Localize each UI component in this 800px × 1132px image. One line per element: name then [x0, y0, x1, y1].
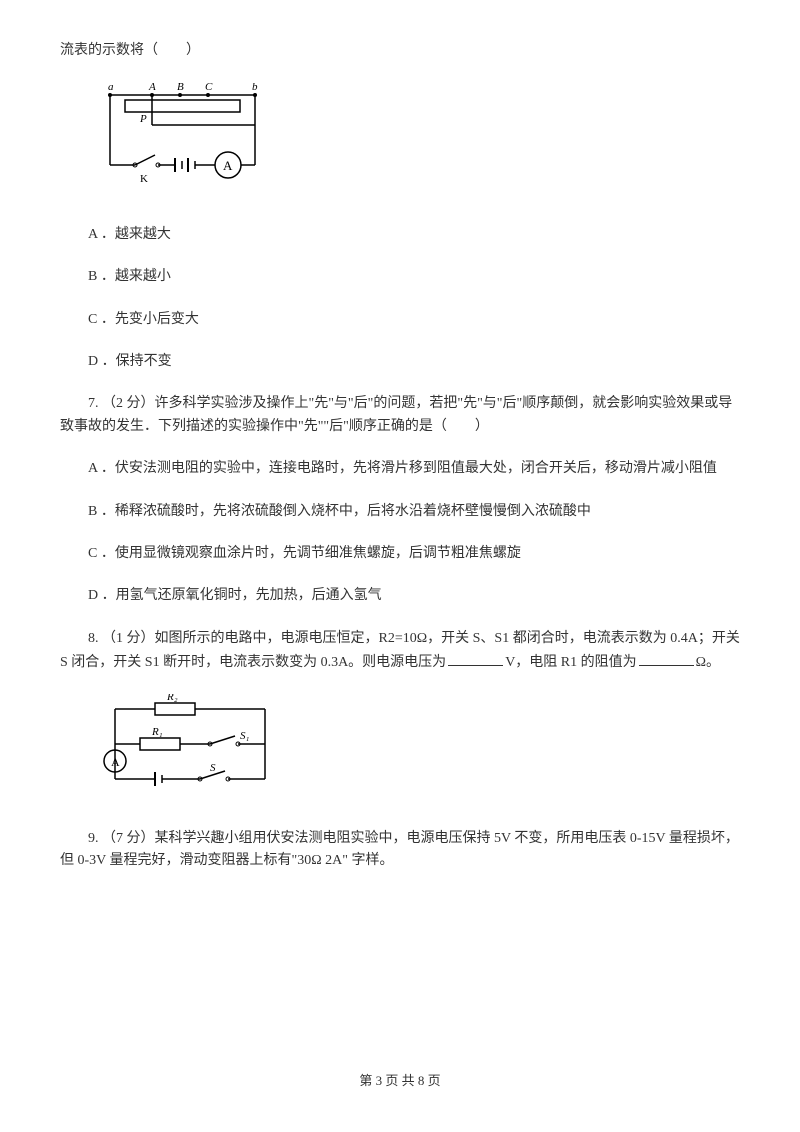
q8-blank-1 [448, 650, 503, 666]
page-footer: 第 3 页 共 8 页 [0, 1071, 800, 1092]
q8-text: 8. （1 分）如图所示的电路中，电源电压恒定，R2=10Ω，开关 S、S1 都… [60, 628, 740, 675]
q6-partial-text: 流表的示数将（ ） [60, 40, 740, 62]
svg-text:S₁: S₁ [240, 730, 250, 742]
q6-option-c: C ．先变小后变大 [60, 309, 740, 331]
svg-text:R₁: R₁ [151, 726, 163, 738]
svg-text:A: A [111, 755, 120, 769]
q7-option-a: A ．伏安法测电阻的实验中，连接电路时，先将滑片移到阻值最大处，闭合开关后，移动… [60, 458, 740, 480]
q9-text: 9. （7 分）某科学兴趣小组用伏安法测电阻实验中，电源电压保持 5V 不变，所… [60, 828, 740, 873]
svg-text:C: C [205, 81, 213, 93]
svg-text:K: K [140, 173, 148, 185]
q8-mid: V，电阻 R1 的阻值为 [505, 655, 636, 670]
q7-text: 7. （2 分）许多科学实验涉及操作上"先"与"后"的问题，若把"先"与"后"顺… [60, 393, 740, 438]
svg-text:B: B [177, 81, 184, 93]
svg-text:R₂: R₂ [166, 694, 178, 703]
q7-option-b: B ．稀释浓硫酸时，先将浓硫酸倒入烧杯中，后将水沿着烧杯壁慢慢倒入浓硫酸中 [60, 501, 740, 523]
q6-circuit-diagram: a A B C b P K A [100, 80, 740, 198]
svg-text:b: b [252, 81, 258, 93]
q6-option-b: B ．越来越小 [60, 266, 740, 288]
svg-text:P: P [139, 113, 147, 125]
svg-text:A: A [223, 158, 233, 173]
q8-circuit-diagram: R₂ R₁ S₁ A S [100, 694, 740, 802]
q8-blank-2 [639, 650, 694, 666]
svg-text:S: S [210, 762, 216, 774]
svg-text:A: A [148, 81, 156, 93]
q7-option-c: C ．使用显微镜观察血涂片时，先调节细准焦螺旋，后调节粗准焦螺旋 [60, 543, 740, 565]
q6-option-a: A ．越来越大 [60, 224, 740, 246]
svg-text:a: a [108, 81, 114, 93]
q7-option-d: D ．用氢气还原氧化铜时，先加热，后通入氢气 [60, 585, 740, 607]
q6-option-d: D ．保持不变 [60, 351, 740, 373]
q8-suffix: Ω。 [696, 655, 720, 670]
